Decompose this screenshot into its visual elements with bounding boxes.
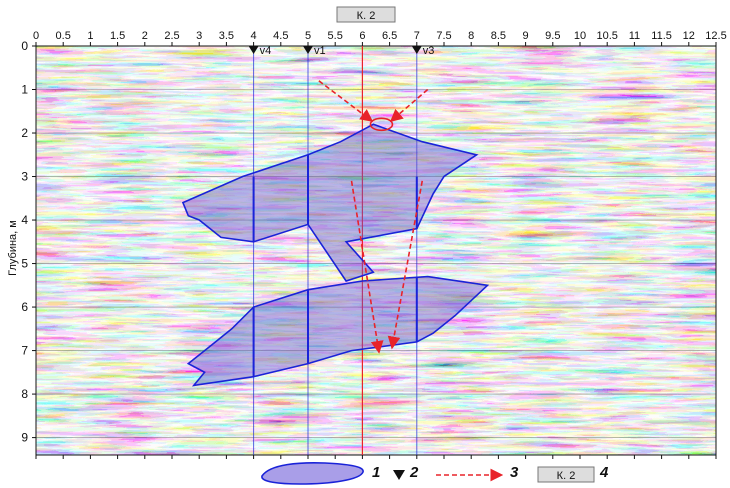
x-tick-label: 10.5 — [596, 30, 617, 42]
y-tick-label: 5 — [21, 257, 28, 271]
legend-box-symbol — [537, 466, 595, 483]
x-tick-label: 9 — [523, 30, 529, 42]
x-tick-label: 11 — [629, 30, 640, 42]
x-tick-label: 5.5 — [328, 30, 343, 42]
marker-triangle — [248, 46, 259, 54]
marker-label: v3 — [423, 45, 435, 57]
anomaly-zone — [186, 275, 490, 387]
x-tick-label: 5 — [305, 30, 311, 42]
y-tick-label: 2 — [21, 126, 28, 140]
marker-triangle — [303, 46, 313, 54]
x-tick-label: 1.5 — [110, 30, 125, 42]
x-tick-label: 7.5 — [436, 30, 451, 42]
radargram-image — [36, 46, 716, 455]
legend-box-text: К. 2 — [557, 470, 576, 482]
marker-label: v1 — [314, 45, 326, 57]
legend-number: 2 — [409, 464, 419, 481]
legend-number: 1 — [372, 464, 380, 481]
anomaly-circle — [369, 117, 394, 132]
x-tick-label: 12.5 — [705, 30, 726, 42]
marker-triangle — [411, 46, 422, 54]
legend: 1 2 3 К. 2 4 — [261, 461, 609, 485]
y-tick-label: 8 — [21, 387, 28, 401]
dashed-arrow — [318, 80, 374, 122]
x-tick-label: 8 — [468, 30, 474, 42]
dashed-arrow — [350, 180, 384, 354]
x-tick-label: 1 — [87, 30, 93, 42]
x-tick-label: 3 — [196, 30, 202, 42]
y-tick-label: 7 — [21, 344, 28, 358]
y-axis-label: Глубина, м — [7, 220, 19, 276]
x-tick-label: 9.5 — [545, 30, 560, 42]
legend-number: 4 — [599, 464, 609, 481]
x-tick-label: 4.5 — [273, 30, 288, 42]
profile-label: К. 2 — [357, 10, 376, 22]
x-tick-label: 8.5 — [491, 30, 506, 42]
x-tick-label: 12 — [683, 30, 695, 42]
y-tick-label: 0 — [21, 39, 28, 53]
x-tick-label: 11.5 — [651, 30, 672, 42]
y-tick-label: 4 — [21, 213, 28, 227]
legend-zone-symbol — [261, 461, 364, 485]
legend-number: 3 — [510, 464, 519, 481]
x-tick-label: 3.5 — [219, 30, 234, 42]
x-tick-label: 0 — [33, 30, 39, 42]
y-tick-label: 6 — [21, 300, 28, 314]
y-tick-label: 1 — [21, 83, 28, 97]
legend-triangle-symbol — [393, 470, 405, 480]
x-tick-label: 2.5 — [164, 30, 179, 42]
y-tick-label: 9 — [21, 431, 28, 445]
dashed-arrow — [387, 180, 424, 350]
x-tick-label: 7 — [414, 30, 420, 42]
x-tick-label: 4 — [251, 30, 257, 42]
x-tick-label: 0.5 — [56, 30, 71, 42]
y-tick-label: 3 — [21, 170, 28, 184]
x-tick-label: 10 — [574, 30, 586, 42]
plot-area: v4 v1 v3 — [35, 45, 717, 456]
marker-label: v4 — [260, 45, 272, 57]
x-tick-label: 6 — [359, 30, 365, 42]
profile-label-box: К. 2 — [336, 6, 396, 23]
x-tick-label: 6.5 — [382, 30, 397, 42]
x-tick-label: 2 — [142, 30, 148, 42]
